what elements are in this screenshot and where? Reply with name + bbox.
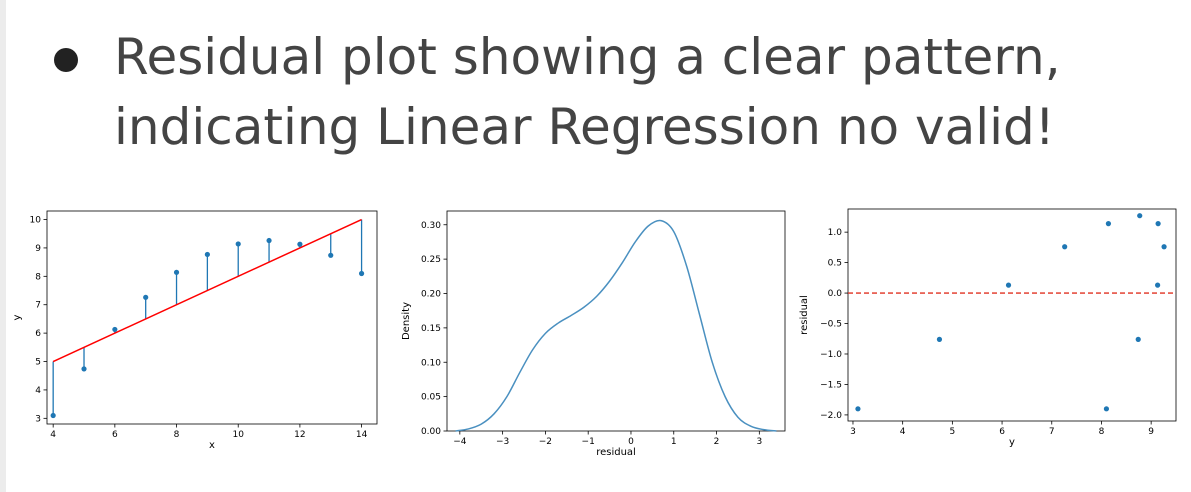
- y-tick-label: 9: [35, 244, 41, 254]
- slide-title-line-2: indicating Linear Regression no valid!: [114, 98, 1055, 156]
- data-point: [1005, 282, 1012, 288]
- x-axis-label: y: [1009, 437, 1015, 448]
- y-axis-label: Density: [401, 302, 412, 340]
- data-point: [266, 237, 272, 244]
- y-tick-label: 6: [35, 329, 41, 339]
- y-tick-label: 1.0: [828, 228, 843, 238]
- y-tick-label: 8: [35, 272, 41, 282]
- kde-curve: [455, 219, 777, 432]
- x-tick-label: 4: [50, 430, 56, 440]
- data-point: [936, 336, 943, 342]
- residual-density-chart: −4 −3 −2 −1 0 1 2 3 0.00 0.05 0.10 0.15 0.20 0.25 0.30…: [401, 210, 786, 458]
- data-point: [143, 294, 149, 300]
- residual-vs-fitted-chart: 3 4 5 6 7 8 9 1.0 0.5 0.0 −0.5 −1.0 −1.5 −2.0 y residua…: [799, 208, 1177, 448]
- x-tick-label: 14: [356, 430, 368, 440]
- x-tick-label: 3: [850, 427, 856, 437]
- data-point: [855, 406, 861, 412]
- x-tick-label: 3: [756, 437, 762, 447]
- y-tick-label: 0.0: [828, 289, 843, 299]
- data-point: [1155, 221, 1161, 227]
- x-tick-label: 0: [628, 437, 634, 447]
- x-tick-label: 2: [714, 437, 720, 447]
- x-tick-label: 12: [294, 430, 305, 440]
- y-tick-label: −1.5: [820, 380, 842, 390]
- data-point: [358, 270, 365, 277]
- y-tick-label: 0.30: [421, 221, 441, 231]
- data-point: [1161, 244, 1167, 250]
- y-axis-label: y: [12, 314, 23, 320]
- y-axis-label: residual: [799, 295, 810, 335]
- y-tick-label: −1.0: [820, 350, 842, 360]
- plot-frame: [847, 208, 1177, 422]
- y-tick-label: 0.5: [828, 259, 842, 269]
- y-tick-label: 0.25: [421, 255, 441, 265]
- data-point: [112, 326, 118, 333]
- x-tick-label: 6: [999, 427, 1005, 437]
- slide-title-line-1: Residual plot showing a clear pattern,: [114, 28, 1061, 86]
- data-point: [1155, 282, 1161, 288]
- x-tick-label: 9: [1148, 427, 1154, 437]
- x-tick-label: 10: [232, 430, 244, 440]
- x-tick-label: 8: [1099, 427, 1105, 437]
- y-tick-label: −0.5: [820, 320, 842, 330]
- x-tick-label: 8: [174, 430, 180, 440]
- data-point: [328, 252, 334, 258]
- slide-left-border: [0, 0, 6, 492]
- y-tick-label: 0.20: [421, 290, 441, 300]
- y-tick-label: 0.10: [421, 358, 441, 368]
- x-axis-label: x: [209, 440, 215, 451]
- data-point: [1137, 213, 1143, 219]
- x-axis-label: residual: [596, 447, 636, 458]
- y-tick-label: 0.05: [421, 393, 441, 403]
- data-point: [81, 366, 87, 372]
- x-tick-label: −3: [496, 437, 509, 447]
- y-tick-label: 5: [35, 358, 41, 368]
- y-tick-label: 4: [35, 386, 41, 396]
- plot-frame: [46, 210, 378, 425]
- y-tick-label: 7: [35, 301, 41, 311]
- data-point: [235, 241, 241, 247]
- y-tick-label: −2.0: [820, 411, 842, 421]
- x-tick-label: 7: [1049, 427, 1055, 437]
- x-tick-label: −4: [453, 437, 467, 447]
- data-point: [50, 412, 56, 419]
- x-tick-label: 6: [112, 430, 118, 440]
- x-tick-label: 5: [949, 427, 955, 437]
- data-point: [1105, 221, 1112, 227]
- x-tick-label: −1: [582, 437, 595, 447]
- data-point: [1103, 406, 1110, 412]
- x-tick-label: 4: [900, 427, 906, 437]
- bullet-dot-icon: [54, 48, 78, 72]
- data-point: [1062, 244, 1068, 250]
- x-tick-label: −2: [539, 437, 552, 447]
- y-tick-label: 3: [35, 414, 41, 424]
- plot-frame: [446, 210, 786, 432]
- fit-line: [52, 218, 362, 363]
- y-tick-label: 0.15: [421, 324, 441, 334]
- data-point: [1135, 336, 1141, 342]
- slide-title: Residual plot showing a clear pattern, i…: [114, 22, 1164, 162]
- y-tick-label: 10: [30, 216, 42, 226]
- y-tick-label: 0.00: [421, 427, 441, 437]
- data-point: [173, 269, 180, 275]
- x-tick-label: 1: [671, 437, 677, 447]
- data-point: [204, 251, 210, 258]
- data-point: [297, 241, 303, 247]
